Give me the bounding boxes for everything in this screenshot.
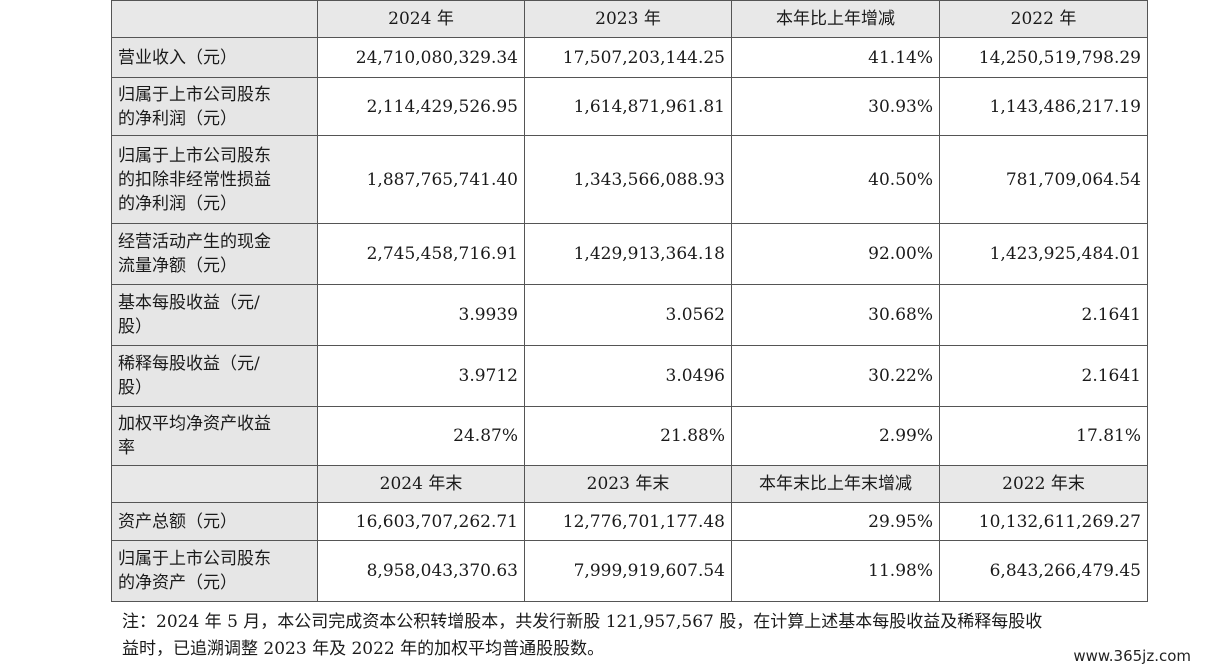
cell-value: 6,843,266,479.45 <box>939 540 1148 602</box>
cell-value: 3.0496 <box>524 345 732 407</box>
header-cell: 2023 年 <box>524 0 732 38</box>
cell-value: 1,429,913,364.18 <box>524 223 732 285</box>
row-label: 资产总额（元） <box>111 502 318 541</box>
table-row: 加权平均净资产收益率 24.87% 21.88% 2.99% 17.81% <box>111 406 1148 466</box>
table-row: 归属于上市公司股东 的净资产（元） 8,958,043,370.63 7,999,… <box>111 540 1148 602</box>
header-cell: 2024 年 <box>317 0 525 38</box>
cell-value: 16,603,707,262.71 <box>317 502 525 541</box>
row-label: 经营活动产生的现金 流量净额（元） <box>111 223 318 285</box>
cell-value: 1,143,486,217.19 <box>939 77 1148 136</box>
header-cell <box>111 0 318 38</box>
row-label: 归属于上市公司股东 的扣除非经常性损益 的净利润（元） <box>111 135 318 224</box>
row-label: 稀释每股收益（元/股） <box>111 345 318 407</box>
footnote-line: 注：2024 年 5 月，本公司完成资本公积转增股本，共发行新股 121,957… <box>122 612 1043 632</box>
cell-value: 29.95% <box>731 502 940 541</box>
cell-value: 3.9712 <box>317 345 525 407</box>
cell-value: 2.1641 <box>939 345 1148 407</box>
cell-value: 2,745,458,716.91 <box>317 223 525 285</box>
header-cell: 2024 年末 <box>317 465 525 503</box>
table-row: 资产总额（元） 16,603,707,262.71 12,776,701,177… <box>111 502 1148 541</box>
watermark: www.365jz.com <box>1070 647 1194 665</box>
cell-value: 30.93% <box>731 77 940 136</box>
cell-value: 12,776,701,177.48 <box>524 502 732 541</box>
table-row: 归属于上市公司股东 的扣除非经常性损益 的净利润（元） 1,887,765,741.… <box>111 135 1148 224</box>
header-cell <box>111 465 318 503</box>
cell-value: 40.50% <box>731 135 940 224</box>
cell-value: 24,710,080,329.34 <box>317 37 525 78</box>
cell-value: 8,958,043,370.63 <box>317 540 525 602</box>
cell-value: 2.1641 <box>939 284 1148 346</box>
cell-value: 1,343,566,088.93 <box>524 135 732 224</box>
header-cell: 本年比上年增减 <box>731 0 940 38</box>
row-label: 加权平均净资产收益率 <box>111 406 318 466</box>
cell-value: 30.68% <box>731 284 940 346</box>
row-label: 基本每股收益（元/股） <box>111 284 318 346</box>
cell-value: 21.88% <box>524 406 732 466</box>
footnote-line: 益时，已追溯调整 2023 年及 2022 年的加权平均普通股股数。 <box>122 639 605 659</box>
table-row: 营业收入（元） 24,710,080,329.34 17,507,203,144… <box>111 37 1148 78</box>
cell-value: 1,887,765,741.40 <box>317 135 525 224</box>
cell-value: 10,132,611,269.27 <box>939 502 1148 541</box>
header-cell: 2022 年末 <box>939 465 1148 503</box>
cell-value: 2,114,429,526.95 <box>317 77 525 136</box>
header-cell: 2023 年末 <box>524 465 732 503</box>
cell-value: 17,507,203,144.25 <box>524 37 732 78</box>
table-row: 归属于上市公司股东 的净利润（元） 2,114,429,526.95 1,614,… <box>111 77 1148 136</box>
cell-value: 24.87% <box>317 406 525 466</box>
row-label: 归属于上市公司股东 的净利润（元） <box>111 77 318 136</box>
table-row: 稀释每股收益（元/股） 3.9712 3.0496 30.22% 2.1641 <box>111 345 1148 407</box>
cell-value: 41.14% <box>731 37 940 78</box>
cell-value: 781,709,064.54 <box>939 135 1148 224</box>
cell-value: 3.9939 <box>317 284 525 346</box>
cell-value: 30.22% <box>731 345 940 407</box>
header-cell: 本年末比上年末增减 <box>731 465 940 503</box>
cell-value: 17.81% <box>939 406 1148 466</box>
cell-value: 14,250,519,798.29 <box>939 37 1148 78</box>
cell-value: 1,614,871,961.81 <box>524 77 732 136</box>
cell-value: 92.00% <box>731 223 940 285</box>
header-cell: 2022 年 <box>939 0 1148 38</box>
cell-value: 3.0562 <box>524 284 732 346</box>
footnote: 注：2024 年 5 月，本公司完成资本公积转增股本，共发行新股 121,957… <box>122 609 1132 663</box>
row-label: 归属于上市公司股东 的净资产（元） <box>111 540 318 602</box>
cell-value: 7,999,919,607.54 <box>524 540 732 602</box>
row-label: 营业收入（元） <box>111 37 318 78</box>
financial-summary-table: 2024 年 2023 年 本年比上年增减 2022 年 营业收入（元） 24,… <box>111 0 1148 602</box>
table-row: 经营活动产生的现金 流量净额（元） 2,745,458,716.91 1,429,… <box>111 223 1148 285</box>
table-row: 基本每股收益（元/股） 3.9939 3.0562 30.68% 2.1641 <box>111 284 1148 346</box>
cell-value: 1,423,925,484.01 <box>939 223 1148 285</box>
table-header-row-year-end: 2024 年末 2023 年末 本年末比上年末增减 2022 年末 <box>111 465 1148 503</box>
cell-value: 11.98% <box>731 540 940 602</box>
table-header-row: 2024 年 2023 年 本年比上年增减 2022 年 <box>111 0 1148 38</box>
cell-value: 2.99% <box>731 406 940 466</box>
